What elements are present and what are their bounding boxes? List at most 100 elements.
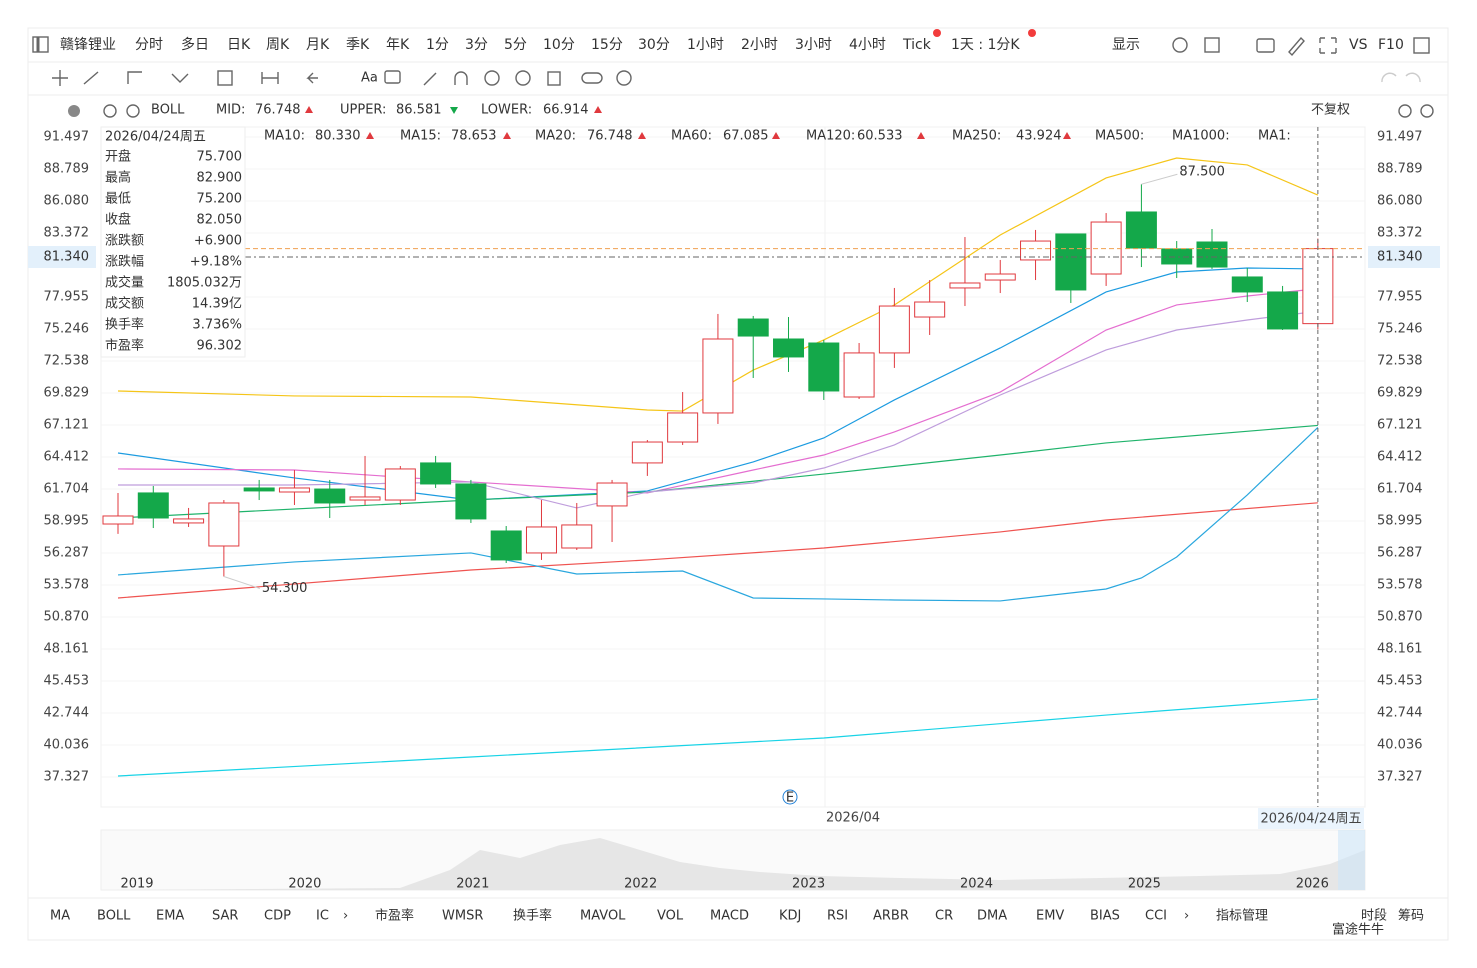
adjust-toggle[interactable]: 不复权 — [1311, 102, 1350, 118]
indicator-tab[interactable]: CCI — [1145, 909, 1167, 924]
y-tick-label: 37.327 — [44, 770, 90, 785]
y-tick-label-right: 40.036 — [1377, 737, 1423, 752]
period-tab[interactable]: 1分 — [426, 37, 449, 53]
delete-icon[interactable] — [547, 71, 561, 86]
boll-close[interactable] — [126, 104, 140, 118]
pen-icon[interactable] — [1288, 36, 1305, 57]
indicator-tab[interactable]: EMA — [156, 909, 184, 924]
indicator-tab[interactable]: SAR — [212, 909, 238, 924]
info-value: 75.700 — [197, 150, 243, 165]
text-tool[interactable]: Aa — [361, 71, 378, 86]
gear-icon[interactable] — [616, 70, 632, 86]
indicator-tab[interactable]: KDJ — [779, 909, 801, 924]
indicator-tab[interactable]: EMV — [1036, 909, 1064, 924]
wave-icon[interactable] — [171, 73, 189, 83]
ma-legend-value: 80.330 — [315, 129, 361, 144]
period-tab[interactable]: Tick — [902, 37, 932, 53]
indicator-tab[interactable]: WMSR — [442, 909, 483, 924]
period-tab[interactable]: 10分 — [543, 37, 575, 53]
brush-icon[interactable] — [423, 72, 437, 86]
undo-redo[interactable] — [1381, 72, 1421, 83]
navigator-year: 2023 — [792, 877, 825, 892]
lock-icon[interactable] — [484, 70, 500, 86]
y-tick-label-right: 91.497 — [1377, 129, 1423, 144]
period-tab[interactable]: 1小时 — [687, 37, 724, 53]
period-tab[interactable]: 多日 — [181, 36, 209, 53]
y-tick-label: 86.080 — [44, 193, 90, 208]
line-icon[interactable] — [83, 71, 99, 85]
fib-icon[interactable] — [217, 70, 233, 86]
toolbar-action[interactable]: VS — [1349, 37, 1368, 53]
note-icon[interactable] — [384, 70, 401, 84]
y-tick-label: 69.829 — [44, 385, 90, 400]
period-tab[interactable]: 季K — [346, 37, 370, 53]
period-tab[interactable]: 30分 — [638, 37, 670, 53]
panel-tab[interactable]: 筹码 — [1398, 908, 1424, 924]
move-icon[interactable] — [52, 70, 68, 86]
indicator-tab[interactable]: VOL — [657, 909, 684, 924]
hide-icon[interactable] — [515, 70, 531, 86]
collapse-icon[interactable] — [68, 105, 80, 117]
ma-legend-name: MA120: — [806, 129, 855, 144]
panel-tab[interactable]: 时段 — [1361, 909, 1387, 924]
indicator-tab[interactable]: MACD — [710, 909, 749, 924]
period-tab[interactable]: 3分 — [465, 37, 488, 53]
box-icon[interactable] — [1204, 37, 1220, 53]
navigator-window[interactable] — [1338, 830, 1365, 890]
indicator-tab[interactable]: BOLL — [97, 909, 131, 924]
candle-body — [1231, 276, 1263, 293]
period-tab[interactable]: 4小时 — [849, 37, 886, 53]
indicator-tab[interactable]: RSI — [827, 909, 848, 924]
toolbar-action[interactable]: F10 — [1378, 37, 1404, 53]
period-tab[interactable]: 5分 — [504, 37, 527, 53]
more-chevron[interactable]: › — [343, 909, 348, 924]
period-tab[interactable]: 周K — [266, 37, 290, 53]
info-label: 涨跌幅 — [105, 254, 144, 270]
period-tab[interactable]: 2小时 — [741, 37, 778, 53]
event-icon[interactable] — [782, 789, 798, 805]
layout-icon[interactable] — [1413, 37, 1430, 54]
period-tab[interactable]: 3小时 — [795, 37, 832, 53]
candle-body — [1161, 248, 1193, 265]
indicator-tab[interactable]: BIAS — [1090, 909, 1120, 924]
camera-icon[interactable] — [1256, 38, 1275, 53]
indicator-line — [117, 698, 1318, 777]
navigator-year: 2022 — [624, 877, 657, 892]
fullscreen-icon[interactable] — [1319, 37, 1337, 54]
indicator-tab[interactable]: MA — [50, 909, 70, 924]
indicator-tab[interactable]: MAVOL — [580, 909, 626, 924]
zoom-out[interactable] — [1398, 104, 1412, 118]
indicator-manage[interactable]: 指标管理 — [1216, 909, 1268, 924]
ray-icon[interactable] — [127, 71, 142, 84]
indicator-tab[interactable]: ARBR — [873, 909, 909, 924]
more-chevron[interactable]: › — [1184, 909, 1189, 924]
stock-name[interactable]: 赣锋锂业 — [60, 37, 116, 53]
indicator-tab[interactable]: 市盈率 — [375, 908, 414, 924]
info-label: 收盘 — [105, 212, 131, 228]
y-tick-label-right: 69.829 — [1377, 385, 1423, 400]
toolbar-action[interactable]: 显示 — [1112, 37, 1140, 53]
y-tick-label-right: 72.538 — [1377, 353, 1423, 368]
indicator-tab[interactable]: CDP — [264, 909, 291, 924]
indicator-tab[interactable]: 换手率 — [513, 908, 552, 924]
indicator-tab[interactable]: DMA — [977, 909, 1007, 924]
period-tab[interactable]: 15分 — [591, 37, 623, 53]
indicator-tab[interactable]: IC — [316, 909, 329, 924]
period-tab[interactable]: 日K — [227, 37, 251, 53]
period-tab[interactable]: 1天 : 1分K — [951, 37, 1020, 53]
sidebar-icon[interactable] — [32, 36, 49, 53]
link-icon[interactable] — [581, 72, 603, 84]
candle-body — [278, 487, 310, 493]
magnet-icon[interactable] — [454, 71, 468, 85]
settings-icon[interactable] — [1172, 37, 1188, 53]
boll-settings[interactable] — [103, 104, 117, 118]
boll-label[interactable]: BOLL — [151, 103, 185, 118]
period-tab[interactable]: 分时 — [135, 37, 163, 53]
measure-icon[interactable] — [261, 72, 279, 84]
period-tab[interactable]: 月K — [306, 37, 330, 53]
zoom-in[interactable] — [1420, 104, 1434, 118]
arrow-icon[interactable] — [306, 72, 318, 84]
navigator-year: 2021 — [456, 877, 489, 892]
indicator-tab[interactable]: CR — [935, 909, 953, 924]
period-tab[interactable]: 年K — [386, 37, 410, 53]
